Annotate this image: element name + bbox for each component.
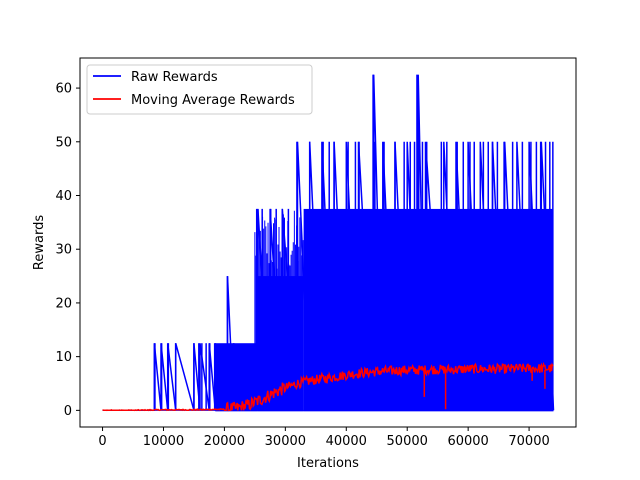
raw-rewards-band [303, 208, 554, 412]
x-tick-label: 20000 [204, 434, 245, 449]
legend-box [86, 64, 313, 115]
y-tick-label: 60 [55, 82, 72, 97]
axes: 0 10000 20000 30000 40000 50000 60000 70000 0 10 2… [55, 57, 577, 449]
x-tick-label: 10000 [143, 434, 184, 449]
raw-rewards-texture [102, 209, 554, 411]
y-tick-label: 40 [55, 189, 72, 204]
x-tick-label: 50000 [387, 434, 428, 449]
x-tick-label: 0 [98, 434, 106, 449]
y-axis-label: Rewards [32, 215, 47, 270]
legend: Raw Rewards Moving Average Rewards [86, 64, 313, 115]
plot-area [102, 74, 555, 412]
y-tick-label: 20 [55, 296, 72, 311]
legend-label: Moving Average Rewards [131, 93, 295, 108]
x-tick-label: 30000 [265, 434, 306, 449]
y-tick-label: 30 [55, 243, 72, 258]
raw-rewards-band [215, 343, 258, 412]
x-tick-label: 60000 [447, 434, 488, 449]
y-tick-label: 0 [64, 404, 72, 419]
y-tick-label: 10 [55, 350, 72, 365]
y-tick-label: 50 [55, 135, 72, 150]
legend-label: Raw Rewards [131, 70, 218, 85]
x-tick-label: 40000 [326, 434, 367, 449]
series-moving-average-line [102, 361, 554, 412]
x-axis-label: Iterations [297, 456, 359, 471]
axes-frame [79, 57, 577, 428]
x-tick-label: 70000 [508, 434, 549, 449]
